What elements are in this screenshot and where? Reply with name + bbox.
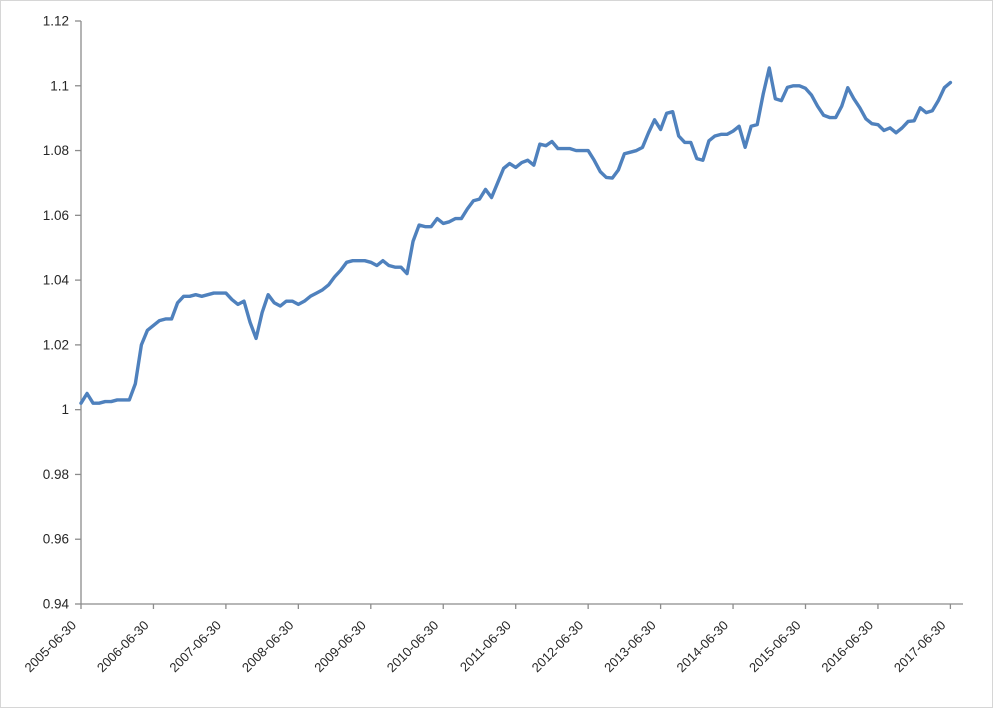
y-tick-label: 0.96 <box>43 532 69 547</box>
y-tick-label: 1.08 <box>43 143 69 158</box>
y-tick-label: 0.98 <box>43 467 69 482</box>
x-tick-label: 2005-06-30 <box>21 618 79 676</box>
y-axis-ticks: 1.12 1.1 1.08 1.06 1.04 1.02 1 0.98 0.96 0.94 <box>43 14 81 612</box>
x-tick-label: 2008-06-30 <box>239 618 297 676</box>
x-tick-label: 2017-06-30 <box>891 618 949 676</box>
x-tick-label: 2016-06-30 <box>818 618 876 676</box>
x-tick-label: 2015-06-30 <box>746 618 804 676</box>
y-tick-label: 1.12 <box>43 14 69 29</box>
axes <box>80 21 963 605</box>
y-tick-label: 1.02 <box>43 337 69 352</box>
x-tick-label: 2007-06-30 <box>166 618 224 676</box>
y-tick-label: 1.06 <box>43 208 69 223</box>
x-tick-label: 2014-06-30 <box>674 618 732 676</box>
data-series-line <box>79 66 953 405</box>
y-tick-label: 1.1 <box>50 78 69 93</box>
x-tick-label: 2013-06-30 <box>601 618 659 676</box>
x-tick-label: 2009-06-30 <box>311 618 369 676</box>
x-tick-label: 2012-06-30 <box>529 618 587 676</box>
y-tick-label: 1.04 <box>43 273 70 288</box>
y-tick-label: 1 <box>61 402 69 417</box>
x-tick-label: 2010-06-30 <box>384 618 442 676</box>
x-tick-label: 2011-06-30 <box>457 618 514 675</box>
y-tick-label: 0.94 <box>43 597 70 612</box>
x-axis-ticks: 2005-06-30 2006-06-30 2007-06-30 2008-06-30… <box>21 604 952 676</box>
x-tick-label: 2006-06-30 <box>94 618 152 676</box>
